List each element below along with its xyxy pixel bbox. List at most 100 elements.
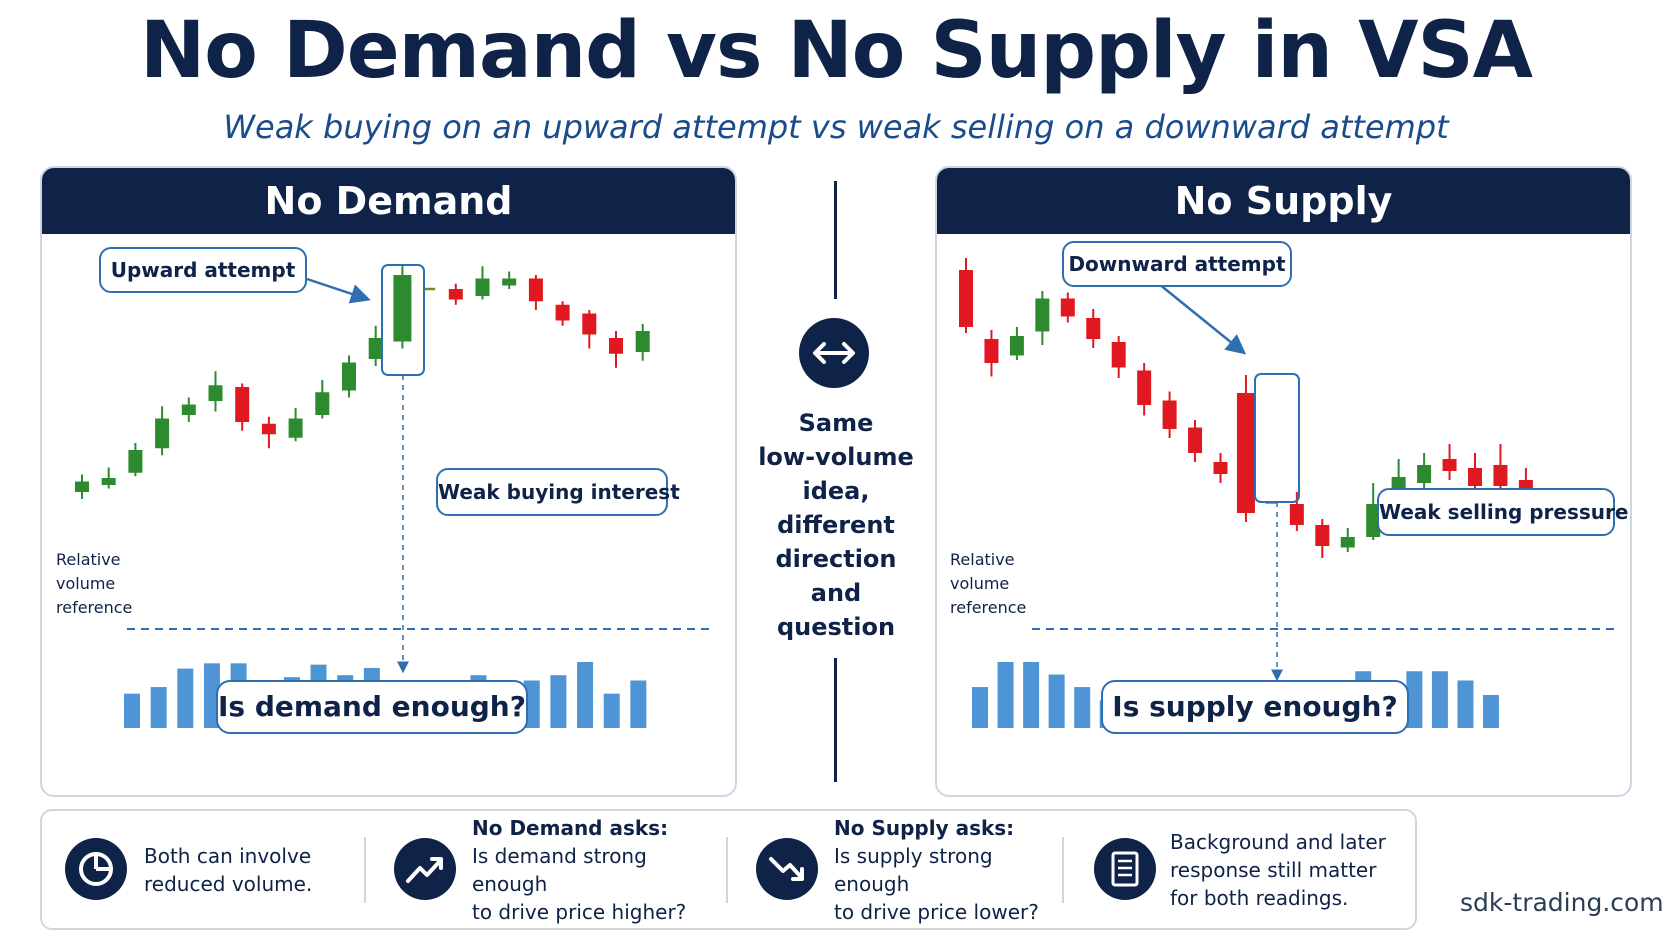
summary-line: to drive price lower? — [834, 899, 1039, 924]
candle-body — [1493, 465, 1508, 486]
candle-body — [101, 478, 116, 485]
volume-bar — [1074, 687, 1091, 728]
candle-body — [75, 481, 89, 492]
trend-up-icon — [394, 838, 456, 900]
summary-item-no-demand: No Demand asks: Is demand strong enough … — [368, 811, 723, 928]
volume-bar — [177, 668, 194, 728]
candle-body — [1162, 400, 1177, 429]
candle-body — [528, 278, 543, 302]
volume-bar — [1406, 671, 1423, 728]
volume-bar — [203, 663, 220, 728]
candle-body — [1035, 298, 1050, 332]
volume-bar — [1048, 674, 1065, 728]
candle-body — [1236, 393, 1255, 513]
no-demand-panel: No Demand Upward attempt Weak buying int… — [40, 166, 737, 797]
center-explanation: Same low-volume idea, different directio… — [758, 409, 914, 641]
swap-arrows-icon — [799, 318, 869, 388]
candles-group — [75, 264, 650, 499]
attempt-arrow — [1158, 283, 1247, 355]
candle-body — [1188, 427, 1203, 453]
candle-body — [181, 404, 196, 415]
summary-title: No Demand asks: — [472, 815, 669, 840]
candle-body — [1315, 525, 1330, 546]
volume-bar — [550, 675, 567, 728]
demand-question: Is demand enough? — [216, 680, 528, 734]
upward-attempt-callout: Upward attempt — [99, 247, 307, 293]
candle-body — [261, 423, 276, 435]
pie-chart-icon — [65, 838, 127, 900]
candle-body — [475, 278, 490, 296]
separator — [364, 837, 366, 903]
candle-body — [155, 418, 170, 449]
volume-bar — [124, 693, 140, 728]
candle-body — [609, 338, 623, 354]
summary-item-background: Background and later response still matt… — [1066, 811, 1411, 928]
summary-line: Both can involve — [144, 843, 312, 868]
candle-body — [984, 339, 999, 363]
candle-body — [1289, 504, 1304, 525]
candle-body — [208, 385, 223, 401]
candle-body — [1086, 318, 1101, 339]
candle-body — [1111, 342, 1126, 368]
separator — [726, 837, 728, 903]
no-supply-header: No Supply — [937, 168, 1630, 234]
weak-buying-callout: Weak buying interest — [436, 468, 680, 516]
candle-body — [502, 278, 517, 286]
candle-body — [959, 270, 973, 327]
volume-label: Relative volume reference — [56, 550, 133, 617]
candle-body — [368, 338, 383, 359]
weak-selling-callout: Weak selling pressure — [1377, 488, 1628, 536]
summary-item-no-supply: No Supply asks: Is supply strong enough … — [730, 811, 1060, 928]
volume-bar — [1483, 695, 1499, 728]
summary-line: to drive price higher? — [472, 899, 687, 924]
checklist-icon — [1094, 838, 1156, 900]
attempt-arrow — [306, 277, 371, 304]
footer-url: sdk-trading.com — [1460, 888, 1664, 917]
summary-line: Is supply strong enough — [834, 843, 993, 896]
page-subtitle: Weak buying on an upward attempt vs weak… — [223, 108, 1449, 146]
highlight-box — [1254, 373, 1300, 503]
candle-body — [1137, 370, 1152, 405]
volume-bar — [150, 687, 167, 728]
volume-bar — [997, 662, 1014, 728]
center-divider-bottom — [834, 658, 837, 782]
candle-body — [555, 304, 570, 321]
summary-line: reduced volume. — [144, 871, 313, 896]
candle-body — [128, 450, 143, 473]
candle-body — [1009, 336, 1024, 356]
summary-line: for both readings. — [1170, 885, 1349, 910]
volume-label: Relative volume reference — [950, 550, 1027, 617]
candle-body — [1442, 459, 1457, 471]
candle-body — [1060, 298, 1075, 317]
summary-line: Background and later — [1170, 829, 1386, 854]
candle-body — [342, 362, 356, 391]
summary-bar: Both can involve reduced volume. No Dema… — [40, 809, 1417, 930]
candle-body — [448, 289, 463, 300]
summary-item-volume: Both can involve reduced volume. — [42, 811, 362, 928]
no-demand-header: No Demand — [42, 168, 735, 234]
volume-bar — [603, 693, 620, 728]
candle-body — [393, 275, 412, 342]
candle-body — [1213, 462, 1228, 474]
downward-attempt-callout: Downward attempt — [1062, 241, 1292, 287]
summary-line: response still matter — [1170, 857, 1377, 882]
candle-body — [635, 331, 650, 352]
candle-body — [288, 418, 303, 438]
volume-bar — [972, 687, 988, 728]
volume-bar — [1457, 680, 1474, 728]
volume-bar — [1431, 671, 1448, 728]
candle-body — [315, 392, 330, 415]
volume-bar — [630, 680, 647, 728]
page-title: No Demand vs No Supply in VSA — [140, 6, 1533, 96]
trend-down-icon — [756, 838, 818, 900]
volume-bar — [1023, 662, 1040, 728]
center-divider-top — [834, 181, 837, 299]
summary-title: No Supply asks: — [834, 815, 1015, 840]
separator — [1062, 837, 1064, 903]
candle-body — [1366, 504, 1381, 537]
supply-question: Is supply enough? — [1101, 680, 1409, 734]
volume-bar — [577, 662, 594, 728]
candle-body — [1417, 465, 1432, 483]
no-supply-panel: No Supply Downward attempt Weak selling … — [935, 166, 1632, 797]
